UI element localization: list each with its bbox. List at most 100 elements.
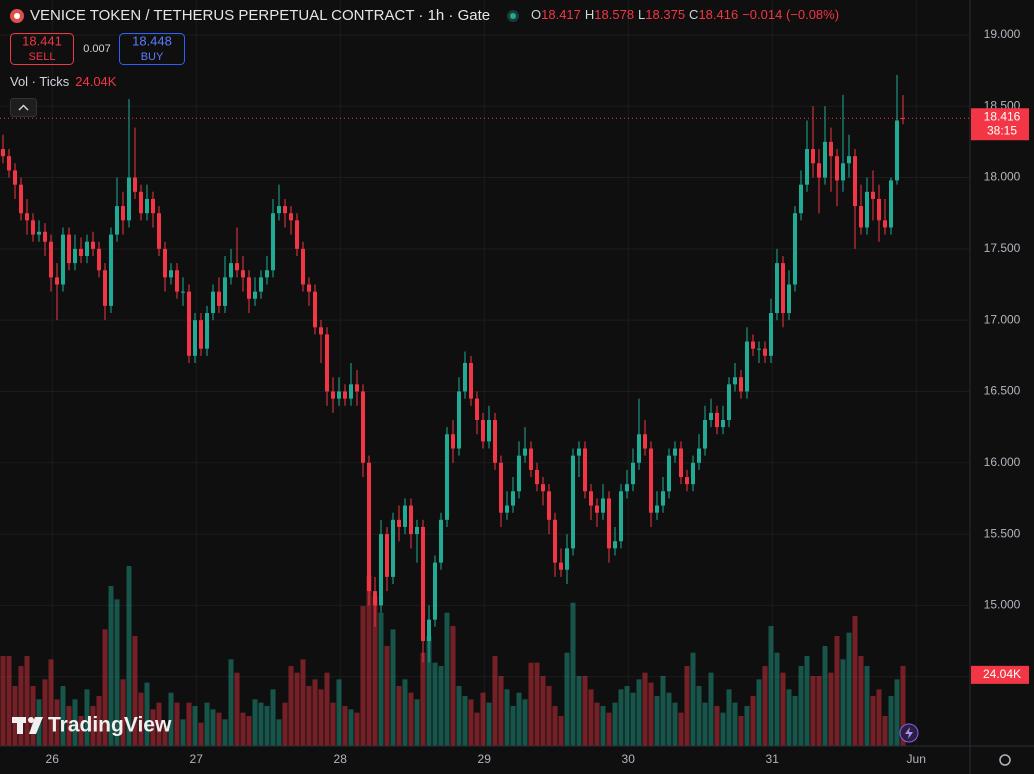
volume-bar [714,706,720,746]
settings-icon[interactable] [999,754,1011,766]
candle-body [673,448,677,456]
volume-bar [150,709,156,746]
candle-body [721,419,725,428]
candle-body [283,206,287,214]
volume-bar [882,716,888,746]
ohlc-letter: O [531,7,541,22]
candle-body [115,206,119,235]
candle-body [397,519,401,527]
candle-body [799,184,803,214]
x-tick-label: 29 [478,752,492,766]
candle-body [871,191,875,199]
volume-bar [696,686,702,746]
candle-body [193,320,197,356]
volume-bar [138,692,144,746]
buy-button[interactable] [119,33,185,65]
candle-body [319,327,323,335]
volume-bar [126,566,132,746]
volume-bar [252,699,258,746]
candle-body [511,491,515,506]
volume-bar [528,662,534,746]
volume-bar [144,682,150,746]
candle-body [247,277,251,299]
candle-body [625,484,629,492]
chart-title: VENICE TOKEN / TETHERUS PERPETUAL CONTRA… [30,7,490,24]
candle-body [469,362,473,399]
candle-body [205,313,209,349]
last-volume-box [971,665,1029,684]
volume-bar [564,652,570,746]
candle-body [379,534,383,606]
volume-bar [192,706,198,746]
candle-body [73,248,77,264]
candle-body [223,277,227,306]
volume-bar [390,629,396,746]
candle-body [733,377,737,385]
candle-body [463,362,467,392]
volume-bar [588,689,594,746]
candle-body [757,348,761,350]
volume-bar [432,662,438,746]
axes: 14.50015.00015.50016.00016.50017.00017.5… [46,27,1029,766]
buy-label[interactable]: BUY [141,51,164,63]
alert-bolt[interactable] [905,727,913,739]
candle-body [307,284,311,292]
collapse-icon[interactable] [18,104,29,111]
candle-body [355,384,359,392]
candle-body [649,448,653,513]
volume-bar [726,689,732,746]
volume-bar [312,679,318,746]
volume-bar [6,656,12,746]
ohlc-change: −0.014 (−0.08%) [742,7,839,22]
candle-body [865,191,869,228]
volume-bar [234,672,240,746]
volume-bar [684,666,690,746]
candle-body [61,234,65,285]
volume-bar [354,712,360,746]
candle-body [427,619,431,642]
candle-body [331,391,335,399]
last-price-label: 18.416 [984,109,1021,123]
volume-bar [594,702,600,746]
logo-part [28,717,34,723]
candle-body [409,505,413,535]
volume-bar [846,632,852,746]
volume-bar [702,702,708,746]
volume-bar [522,699,528,746]
candle-body [583,448,587,492]
buy-price[interactable]: 18.448 [132,33,172,48]
volume-bar [72,699,78,746]
volume-bar [294,672,300,746]
collapse-button[interactable] [10,98,37,117]
volume-bar [102,629,108,746]
volume-bar [822,646,828,746]
volume-bar [396,686,402,746]
candle-body [253,291,257,299]
candle-body [481,419,485,442]
sell-price[interactable]: 18.441 [22,33,62,48]
y-tick-label: 17.500 [984,241,1021,255]
candle-body [43,231,47,242]
volume-bar [222,719,228,746]
volume-bar [876,689,882,746]
sell-button[interactable] [10,33,74,65]
candle-body [601,498,605,513]
volume-bar [96,696,102,746]
volume-bar [156,702,162,746]
sell-label[interactable]: SELL [29,51,56,63]
candle-body [151,198,155,214]
volume-bar [534,662,540,746]
candle-body [787,284,791,314]
ohlc-legend: O18.417 H18.578 L18.375 C18.416 −0.014 (−0.0… [531,7,839,22]
candle-body [793,213,797,285]
volume-bar [738,716,744,746]
volume-bar [90,706,96,746]
volume-bar [420,652,426,746]
grid [0,0,970,746]
candle-body [595,505,599,513]
volume-bar [852,616,858,746]
x-tick-label: 30 [622,752,636,766]
candle-body [367,462,371,592]
